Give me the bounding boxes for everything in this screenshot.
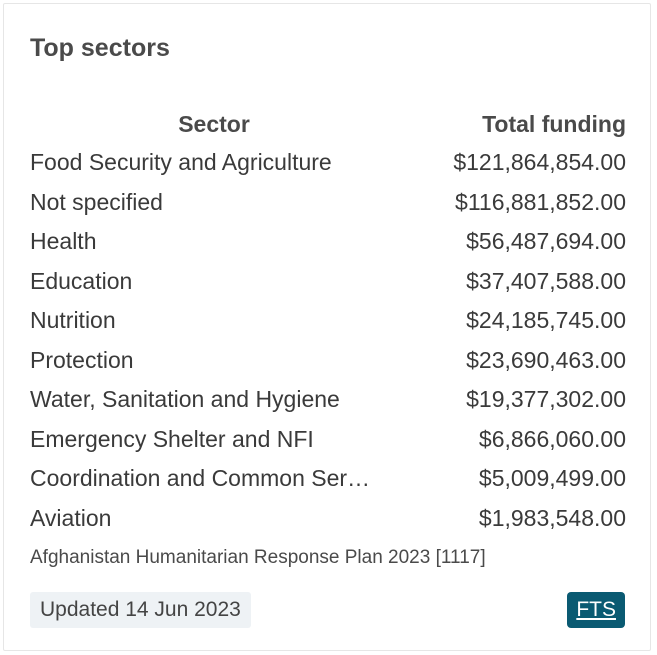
sector-funding: $19,377,302.00 [466,386,626,413]
card-title: Top sectors [30,34,170,62]
sector-name: Coordination and Common Ser… [30,465,371,492]
sector-funding: $121,864,854.00 [453,149,626,176]
table-row: Nutrition $24,185,745.00 [30,301,626,341]
sector-funding: $116,881,852.00 [455,188,626,215]
sector-name: Not specified [30,188,163,215]
table-row: Coordination and Common Ser… $5,009,499.… [30,459,626,499]
column-header-funding: Total funding [482,110,626,137]
table-row: Emergency Shelter and NFI $6,866,060.00 [30,420,626,460]
table-row: Protection $23,690,463.00 [30,341,626,381]
sector-name: Health [30,228,97,255]
sector-funding: $5,009,499.00 [478,465,626,492]
column-header-sector: Sector [178,110,250,137]
sector-funding: $1,983,548.00 [478,504,626,531]
sector-name: Food Security and Agriculture [30,149,332,176]
updated-badge: Updated 14 Jun 2023 [30,592,251,628]
sector-funding: $6,866,060.00 [478,425,626,452]
sectors-table: Sector Total funding Food Security and A… [30,105,626,538]
sector-name: Aviation [30,504,112,531]
sector-name: Protection [30,346,134,373]
top-sectors-card: Top sectors Sector Total funding Food Se… [3,3,651,651]
fts-link[interactable]: FTS [567,592,625,628]
table-header-row: Sector Total funding [30,105,626,143]
sector-funding: $23,690,463.00 [466,346,626,373]
table-row: Not specified $116,881,852.00 [30,183,626,223]
table-row: Education $37,407,588.00 [30,262,626,302]
table-row: Aviation $1,983,548.00 [30,499,626,539]
sector-funding: $24,185,745.00 [466,307,626,334]
sector-name: Water, Sanitation and Hygiene [30,386,340,413]
sector-funding: $56,487,694.00 [466,228,626,255]
table-row: Health $56,487,694.00 [30,222,626,262]
source-note: Afghanistan Humanitarian Response Plan 2… [30,547,486,568]
table-row: Water, Sanitation and Hygiene $19,377,30… [30,380,626,420]
sector-name: Education [30,267,133,294]
sector-name: Emergency Shelter and NFI [30,425,314,452]
sector-name: Nutrition [30,307,116,334]
table-row: Food Security and Agriculture $121,864,8… [30,143,626,183]
sector-funding: $37,407,588.00 [466,267,626,294]
